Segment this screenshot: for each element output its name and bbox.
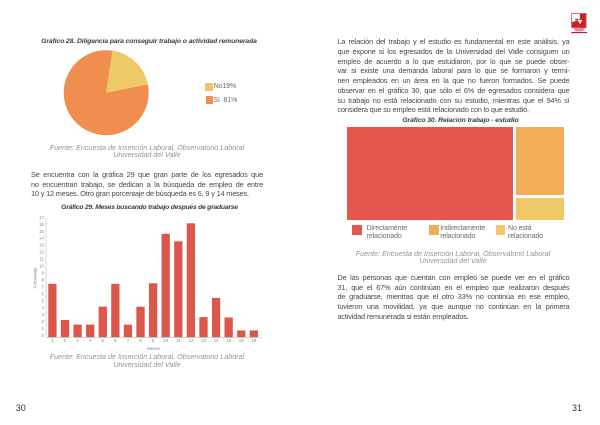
svg-text:Meses: Meses: [147, 346, 161, 351]
svg-text:15: 15: [39, 229, 44, 234]
svg-text:2: 2: [42, 319, 45, 324]
svg-text:18: 18: [251, 338, 256, 343]
svg-text:15: 15: [226, 338, 231, 343]
svg-text:9: 9: [42, 270, 45, 275]
svg-text:1: 1: [42, 326, 45, 331]
svg-text:3: 3: [42, 312, 45, 317]
svg-text:5: 5: [102, 338, 105, 343]
svg-text:12: 12: [39, 250, 44, 255]
svg-text:12: 12: [188, 338, 193, 343]
svg-text:17: 17: [39, 215, 44, 220]
svg-text:6: 6: [42, 291, 45, 296]
svg-text:13: 13: [39, 243, 44, 248]
svg-text:16: 16: [39, 222, 44, 227]
svg-text:7: 7: [42, 284, 45, 289]
svg-text:7: 7: [127, 338, 130, 343]
svg-text:0: 0: [42, 333, 45, 338]
svg-text:8: 8: [42, 277, 45, 282]
svg-text:11: 11: [176, 338, 181, 343]
svg-text:4: 4: [89, 338, 92, 343]
svg-text:10: 10: [163, 338, 168, 343]
svg-text:4: 4: [42, 305, 45, 310]
svg-text:6: 6: [114, 338, 117, 343]
svg-text:3: 3: [76, 338, 79, 343]
svg-text:13: 13: [201, 338, 206, 343]
svg-text:8: 8: [139, 338, 142, 343]
svg-text:1: 1: [51, 338, 54, 343]
svg-text:2: 2: [64, 338, 67, 343]
svg-text:14: 14: [214, 338, 219, 343]
svg-text:11: 11: [39, 257, 44, 262]
svg-text:10: 10: [39, 264, 44, 269]
svg-text:9: 9: [152, 338, 155, 343]
svg-text:5: 5: [42, 298, 45, 303]
svg-text:Porcentaje: Porcentaje: [33, 267, 38, 289]
svg-text:16: 16: [239, 338, 244, 343]
svg-text:14: 14: [39, 236, 44, 241]
